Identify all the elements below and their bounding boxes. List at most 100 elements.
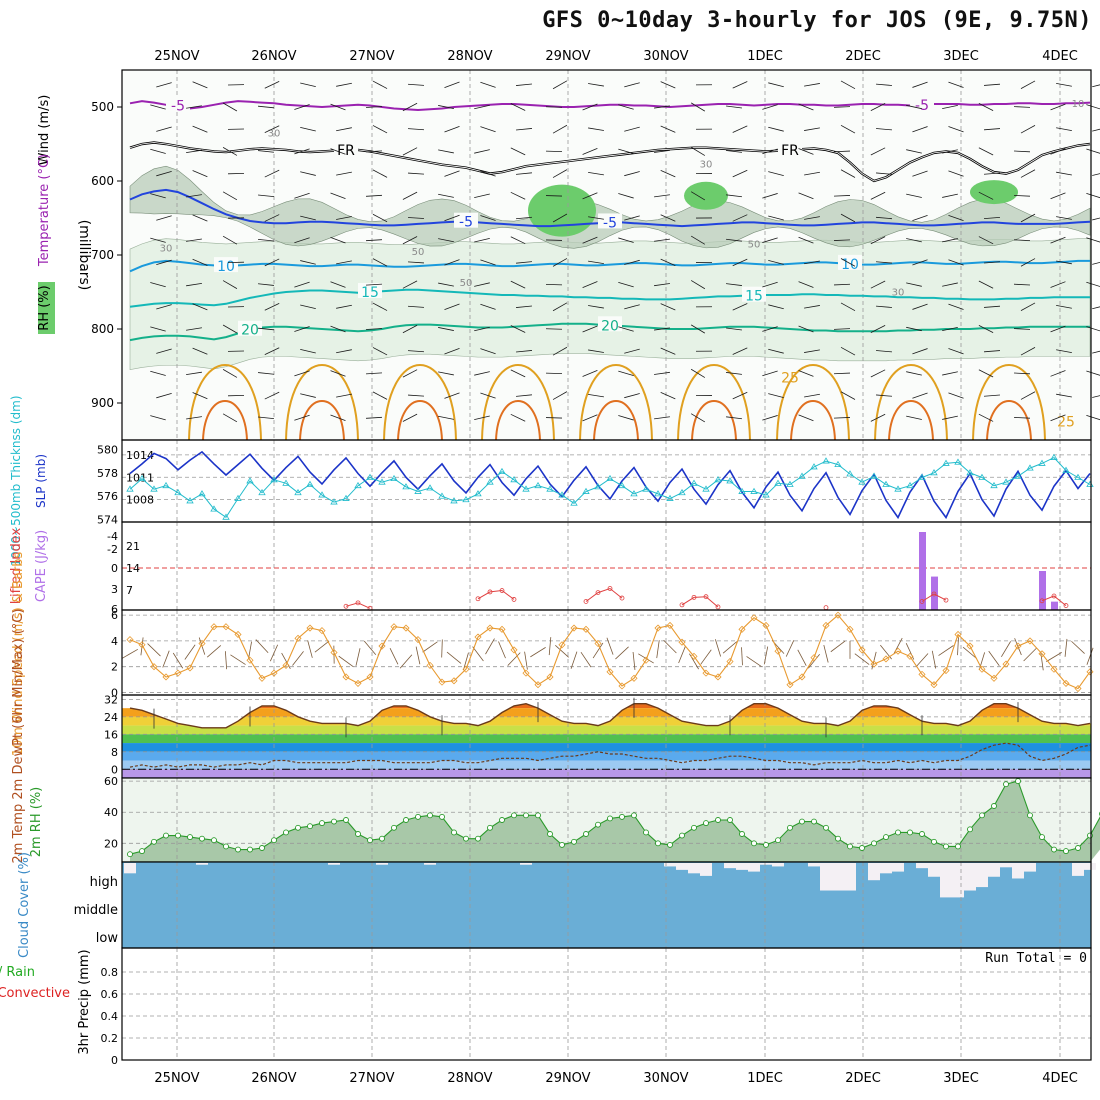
surface-wind-barb bbox=[224, 651, 228, 670]
upper-wind-barb bbox=[150, 148, 166, 154]
upper-wind-barb bbox=[222, 235, 238, 245]
rh-point bbox=[463, 835, 469, 842]
upper-wind-barb bbox=[942, 415, 958, 420]
precip-tick-label: 0 bbox=[111, 1054, 118, 1067]
upper-wind-barb bbox=[552, 346, 568, 356]
temperature-color-band bbox=[122, 734, 1091, 744]
upper-wind-barb bbox=[186, 282, 202, 287]
wind-speed-point bbox=[294, 634, 302, 642]
temperature-color-band bbox=[122, 708, 1091, 717]
rh-point bbox=[1075, 845, 1081, 851]
cloud-cover-gap bbox=[676, 863, 688, 870]
upper-wind-barb bbox=[804, 305, 820, 309]
upper-wind-barb bbox=[983, 350, 1001, 353]
rh-point bbox=[475, 835, 481, 842]
upper-wind-barb bbox=[552, 391, 568, 400]
surface-wind-barb bbox=[555, 645, 569, 658]
upper-wind-barb bbox=[222, 102, 238, 112]
lifted-index-point bbox=[583, 599, 589, 604]
lifted-index-point bbox=[607, 586, 613, 591]
upper-wind-barb bbox=[798, 370, 814, 377]
thickness-point bbox=[534, 481, 542, 489]
upper-wind-barb bbox=[402, 324, 418, 334]
surface-wind-barb bbox=[746, 656, 762, 667]
upper-wind-barb bbox=[690, 235, 706, 245]
temperature-isoline-label: 20 bbox=[241, 323, 259, 339]
upper-wind-barb bbox=[1050, 325, 1066, 333]
wind-speed-point bbox=[534, 681, 542, 689]
cape-bar bbox=[1051, 601, 1058, 610]
wind-speed-point bbox=[450, 677, 458, 685]
wind-speed-point bbox=[498, 625, 506, 633]
upper-wind-barb bbox=[1050, 370, 1066, 377]
wind-speed-point bbox=[378, 642, 386, 650]
upper-wind-barb bbox=[804, 83, 820, 87]
pressure-tick-label: 800 bbox=[91, 322, 114, 336]
wind-speed-point bbox=[582, 625, 590, 633]
bottom-day-label: 3DEC bbox=[943, 1071, 979, 1086]
surface-wind-barb bbox=[269, 644, 279, 662]
lifted-index-line bbox=[921, 593, 947, 602]
upper-wind-barb bbox=[948, 170, 964, 177]
wind-speed-point bbox=[210, 623, 218, 631]
temperature-tick-label: 32 bbox=[104, 693, 118, 706]
cloud-cover-gap bbox=[736, 863, 748, 870]
thickness-point bbox=[930, 469, 938, 476]
lifted-index-point bbox=[1063, 603, 1069, 608]
upper-wind-barb bbox=[690, 146, 706, 156]
stability-frame bbox=[121, 521, 1092, 611]
wind-tick-label: 6 bbox=[111, 609, 118, 622]
chart-title: GFS 0~10day 3-hourly for JOS (9E, 9.75N) bbox=[542, 8, 1092, 33]
precip-tick-label: 0.2 bbox=[101, 1032, 119, 1045]
rh-point bbox=[571, 838, 577, 845]
upper-wind-barb bbox=[582, 192, 598, 200]
wind-speed-point bbox=[702, 669, 710, 677]
upper-wind-barb bbox=[978, 325, 994, 333]
cloud-cover-gap bbox=[196, 863, 208, 865]
wind-speed-point bbox=[402, 624, 410, 632]
cloud-cover-gap bbox=[964, 863, 976, 891]
wind-speed-point bbox=[1002, 660, 1010, 668]
rh-point bbox=[451, 829, 457, 836]
surface-wind-barb bbox=[281, 652, 291, 670]
lifted-index-point bbox=[679, 602, 685, 608]
upper-wind-barb bbox=[762, 148, 778, 155]
lifted-index-line bbox=[1041, 595, 1067, 606]
upper-wind-barb bbox=[552, 80, 568, 90]
upper-wind-barb bbox=[840, 258, 856, 267]
surface-wind-barb bbox=[938, 645, 954, 656]
cloud-cover-gap bbox=[688, 863, 700, 874]
temperature-isoline-label: FR bbox=[781, 143, 799, 159]
rh-tick-label: 40 bbox=[104, 806, 118, 819]
wind-speed-point bbox=[738, 625, 746, 633]
rh-point bbox=[547, 831, 553, 837]
surface-wind-barb bbox=[830, 640, 846, 653]
lifted-index-tick-label: 6 bbox=[111, 603, 118, 616]
rh-point bbox=[211, 837, 217, 844]
wind-speed-point bbox=[306, 624, 314, 632]
upper-wind-barb bbox=[798, 414, 814, 422]
upper-wind-barb bbox=[912, 214, 928, 222]
upper-wind-barb bbox=[438, 238, 454, 243]
upper-wind-barb bbox=[552, 213, 568, 223]
wind-speed-point bbox=[1086, 668, 1094, 676]
upper-wind-barb bbox=[444, 259, 460, 266]
thickness-point bbox=[138, 474, 146, 482]
upper-wind-barb bbox=[156, 392, 172, 399]
upper-wind-barb bbox=[294, 104, 310, 110]
temperature-tick-label: 16 bbox=[104, 728, 118, 741]
temperature-color-band bbox=[122, 769, 1091, 778]
upper-wind-barb bbox=[840, 169, 856, 178]
thickness-point bbox=[330, 498, 338, 505]
upper-wind-barb bbox=[690, 102, 706, 112]
precip-total-label: Total / Rain bbox=[0, 965, 35, 980]
surface-wind-barb bbox=[678, 646, 686, 664]
upper-wind-barb bbox=[618, 148, 634, 155]
rh-contour-label: 30 bbox=[700, 160, 713, 171]
wind-speed-point bbox=[222, 623, 230, 631]
cloud-cover-gap bbox=[1012, 863, 1024, 879]
wind-tick-label: 0 bbox=[111, 686, 118, 699]
rh-point bbox=[763, 841, 769, 848]
cloud-cover-gap bbox=[1000, 863, 1012, 868]
wind-speed-point bbox=[390, 623, 398, 631]
